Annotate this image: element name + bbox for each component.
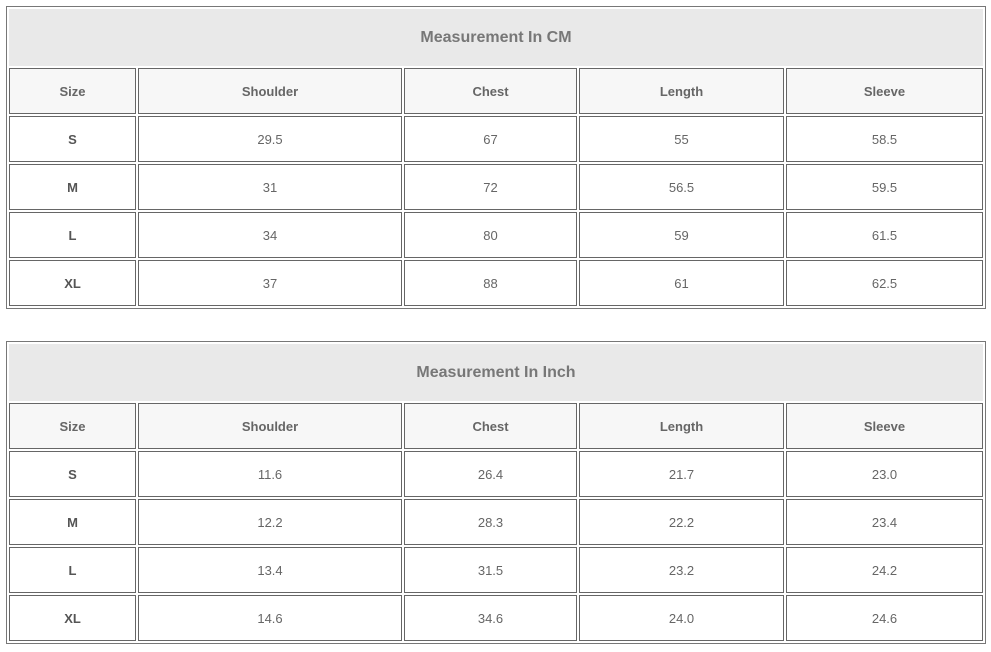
table-row: L 34 80 59 61.5 — [9, 212, 983, 258]
table-cell: 62.5 — [786, 260, 983, 306]
table-cell: 23.0 — [786, 451, 983, 497]
size-cell: XL — [9, 595, 136, 641]
size-cell: S — [9, 451, 136, 497]
size-cell: L — [9, 212, 136, 258]
table-cell: 24.6 — [786, 595, 983, 641]
table-cell: 58.5 — [786, 116, 983, 162]
column-header: Shoulder — [138, 403, 402, 449]
column-header: Chest — [404, 403, 577, 449]
column-header: Sleeve — [786, 68, 983, 114]
table-cell: 31 — [138, 164, 402, 210]
table-row: S 29.5 67 55 58.5 — [9, 116, 983, 162]
table-cell: 26.4 — [404, 451, 577, 497]
table-cell: 31.5 — [404, 547, 577, 593]
table-title: Measurement In CM — [9, 9, 983, 66]
table-row: XL 14.6 34.6 24.0 24.6 — [9, 595, 983, 641]
table-cell: 23.2 — [579, 547, 784, 593]
table-cell: 67 — [404, 116, 577, 162]
column-header: Length — [579, 403, 784, 449]
size-cell: M — [9, 499, 136, 545]
size-cell: XL — [9, 260, 136, 306]
table-cell: 37 — [138, 260, 402, 306]
table-cell: 80 — [404, 212, 577, 258]
table-cell: 12.2 — [138, 499, 402, 545]
table-cell: 24.2 — [786, 547, 983, 593]
measurement-cm-table: Measurement In CM Size Shoulder Chest Le… — [6, 6, 986, 309]
column-header: Size — [9, 68, 136, 114]
table-cell: 34.6 — [404, 595, 577, 641]
size-cell: M — [9, 164, 136, 210]
column-header: Size — [9, 403, 136, 449]
table-row: S 11.6 26.4 21.7 23.0 — [9, 451, 983, 497]
header-row: Size Shoulder Chest Length Sleeve — [9, 68, 983, 114]
table-row: XL 37 88 61 62.5 — [9, 260, 983, 306]
column-header: Shoulder — [138, 68, 402, 114]
table-cell: 88 — [404, 260, 577, 306]
table-cell: 22.2 — [579, 499, 784, 545]
table-cell: 13.4 — [138, 547, 402, 593]
column-header: Length — [579, 68, 784, 114]
table-cell: 61.5 — [786, 212, 983, 258]
table-cell: 23.4 — [786, 499, 983, 545]
column-header: Sleeve — [786, 403, 983, 449]
table-cell: 55 — [579, 116, 784, 162]
table-cell: 61 — [579, 260, 784, 306]
measurement-inch-table: Measurement In Inch Size Shoulder Chest … — [6, 341, 986, 644]
table-cell: 72 — [404, 164, 577, 210]
table-cell: 29.5 — [138, 116, 402, 162]
table-row: M 12.2 28.3 22.2 23.4 — [9, 499, 983, 545]
table-cell: 11.6 — [138, 451, 402, 497]
table-cell: 14.6 — [138, 595, 402, 641]
table-row: L 13.4 31.5 23.2 24.2 — [9, 547, 983, 593]
table-cell: 56.5 — [579, 164, 784, 210]
header-row: Size Shoulder Chest Length Sleeve — [9, 403, 983, 449]
size-cell: S — [9, 116, 136, 162]
table-cell: 34 — [138, 212, 402, 258]
column-header: Chest — [404, 68, 577, 114]
table-cell: 59 — [579, 212, 784, 258]
table-cell: 21.7 — [579, 451, 784, 497]
size-cell: L — [9, 547, 136, 593]
table-cell: 24.0 — [579, 595, 784, 641]
table-cell: 28.3 — [404, 499, 577, 545]
table-title: Measurement In Inch — [9, 344, 983, 401]
table-row: M 31 72 56.5 59.5 — [9, 164, 983, 210]
table-cell: 59.5 — [786, 164, 983, 210]
